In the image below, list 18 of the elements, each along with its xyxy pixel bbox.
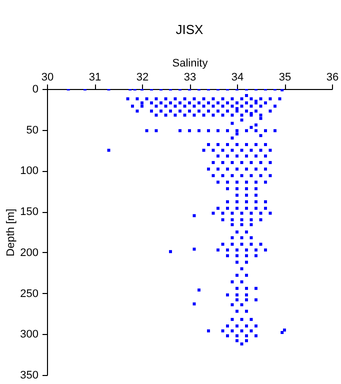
y-tick-label: 50	[26, 124, 38, 136]
y-tick-label: 250	[20, 288, 38, 300]
y-tick-label: 300	[20, 328, 38, 341]
y-tick-label: 150	[20, 206, 38, 218]
x-tick-label: 32	[136, 72, 149, 84]
x-tick-label: 33	[184, 72, 196, 84]
x-tick-label: 31	[88, 72, 102, 84]
x-axis-title: Salinity	[172, 58, 208, 70]
x-tick-label: 35	[278, 72, 292, 84]
x-tick-label: 30	[41, 72, 54, 84]
y-tick-label: 350	[20, 370, 38, 382]
y-axis-title: Depth [m]	[5, 208, 18, 256]
chart-title: JISX	[176, 22, 204, 37]
y-tick-label: 200	[20, 246, 38, 259]
y-tick-label: 0	[32, 84, 38, 96]
y-tick-label: 100	[20, 165, 38, 178]
x-tick-label: 36	[326, 72, 339, 84]
x-tick-label: 34	[231, 72, 244, 84]
